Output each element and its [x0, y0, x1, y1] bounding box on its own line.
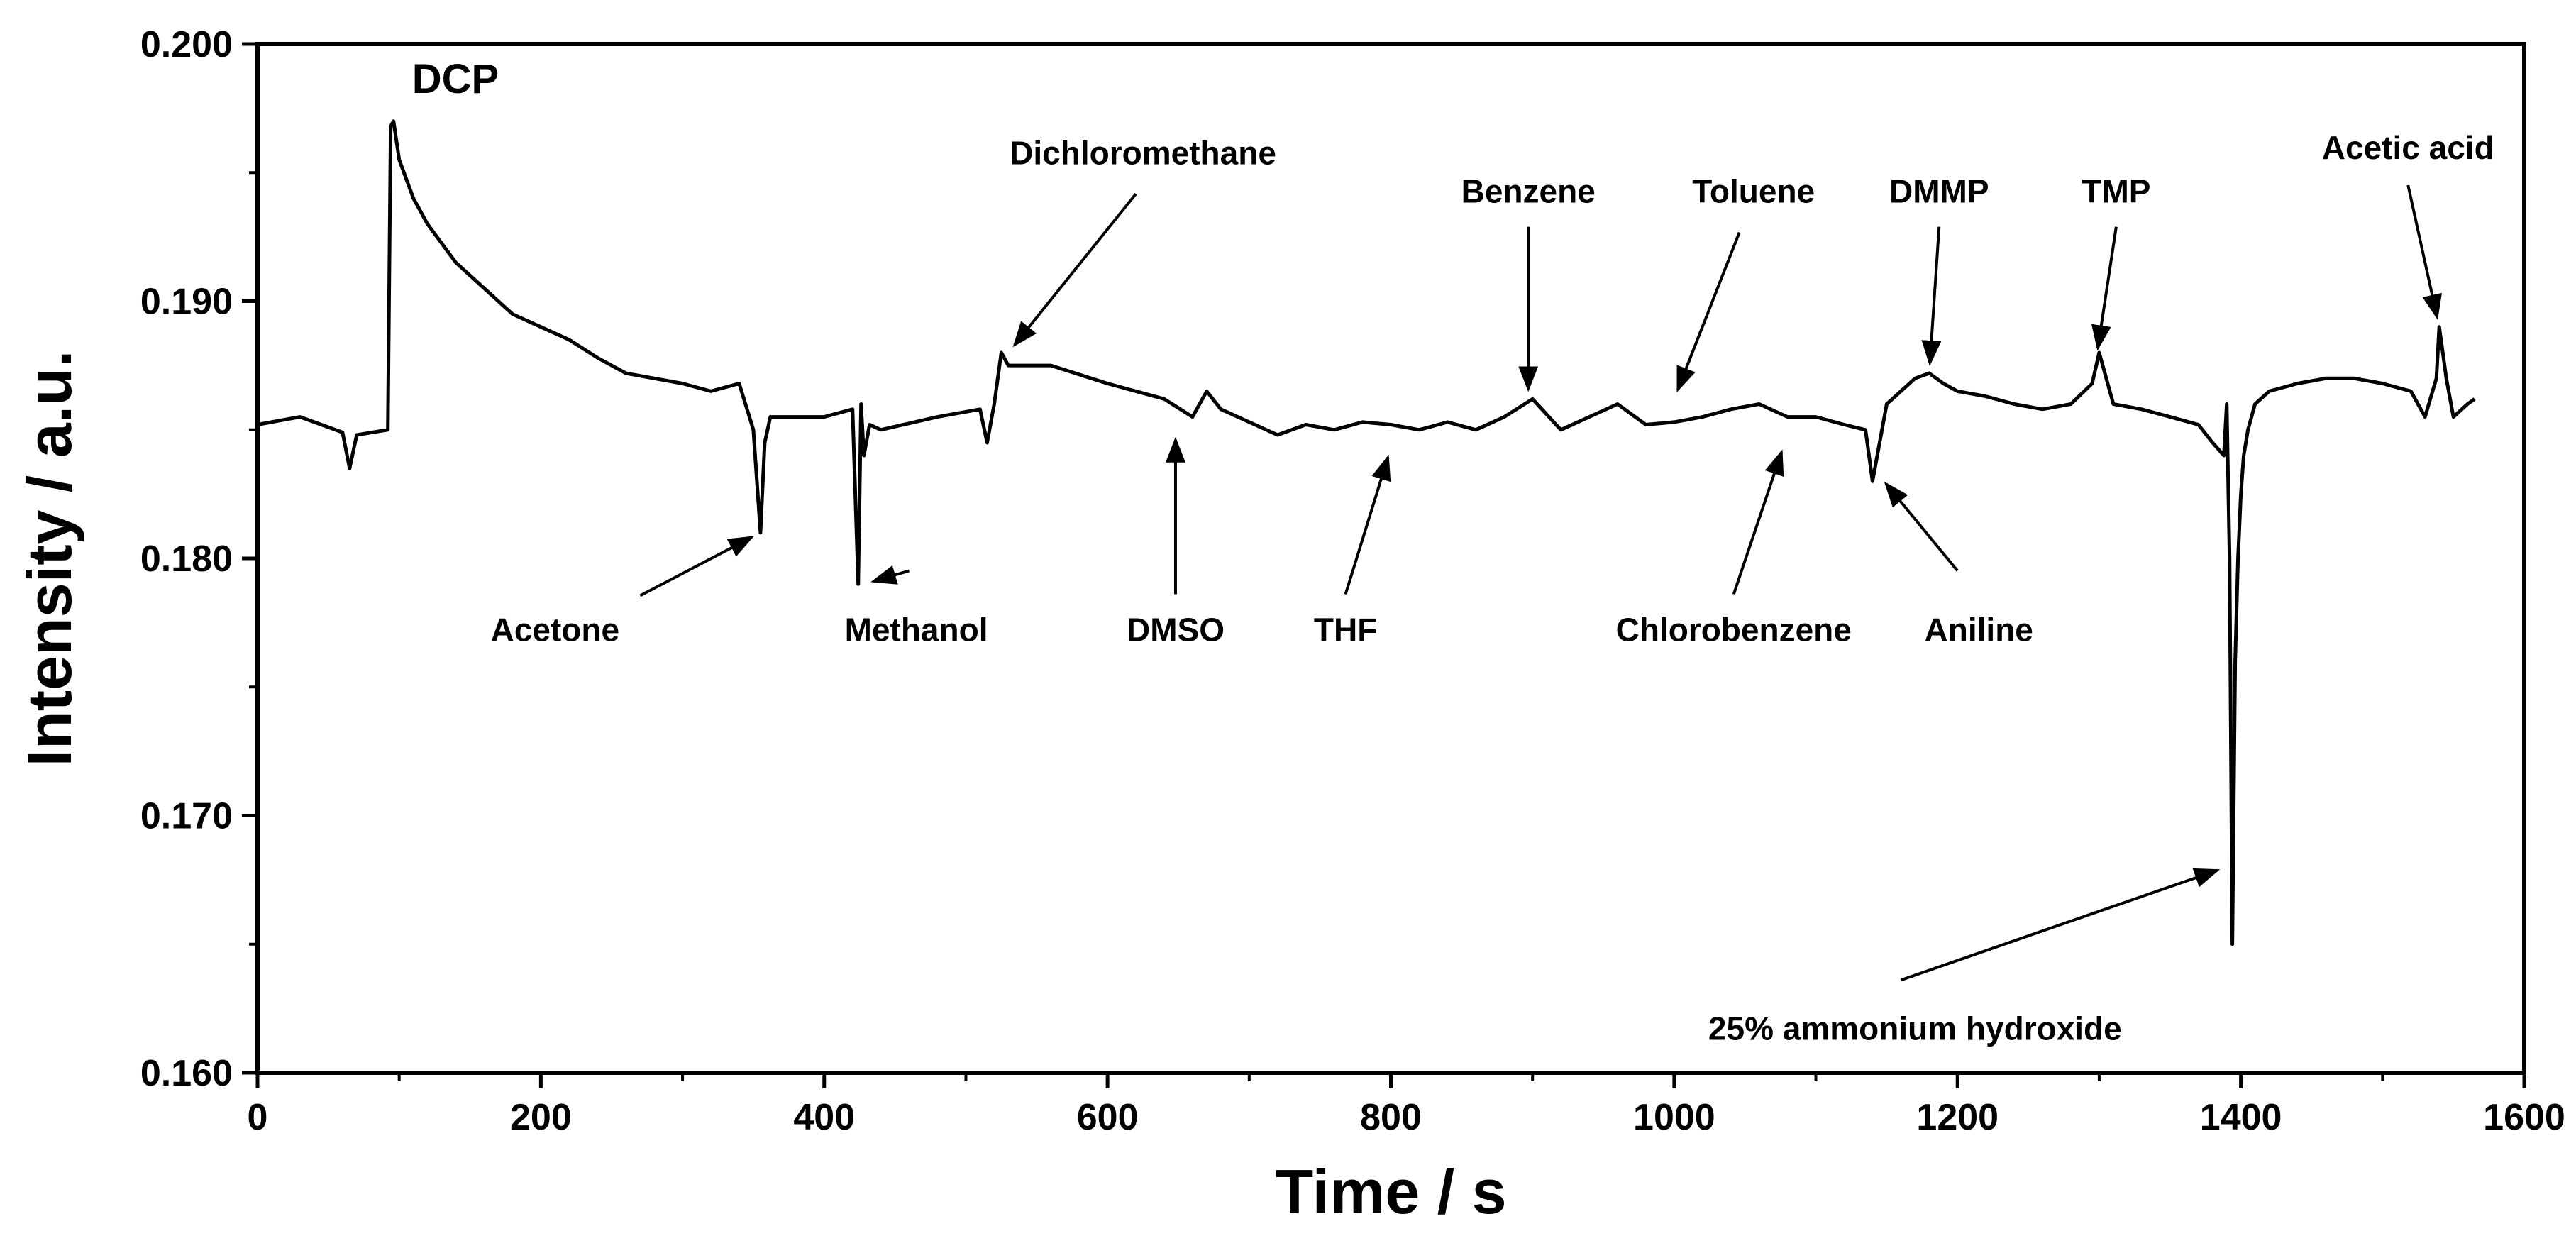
annotation-arrow: [870, 565, 910, 585]
annotation-label: 25% ammonium hydroxide: [1708, 1010, 2122, 1047]
annotation-label: TMP: [2082, 173, 2150, 210]
x-tick-label: 200: [510, 1097, 572, 1138]
annotation-arrow: [1344, 454, 1391, 595]
ticks-layer: 0 200 400 600 800 1000 1200 1400 1600 0.160 0.170 0…: [140, 24, 2565, 1138]
annotation-label: DMSO: [1127, 612, 1225, 648]
x-tick-label: 0: [248, 1097, 268, 1138]
annotation-label: THF: [1314, 612, 1377, 648]
annotation-label: Methanol: [845, 612, 988, 648]
annotation-arrow: [2091, 226, 2118, 351]
y-tick-label: 0.190: [140, 282, 233, 323]
y-tick-label: 0.180: [140, 539, 233, 580]
plot-frame: [255, 42, 2526, 1075]
x-tick-label: 1200: [1916, 1097, 1999, 1138]
annotation-label: Dichloromethane: [1010, 134, 1276, 171]
annotation-label: DMMP: [1889, 173, 1989, 210]
y-tick-label: 0.160: [140, 1053, 233, 1094]
annotation-label: Toluene: [1692, 173, 1815, 210]
annotation-label: Benzene: [1461, 173, 1596, 210]
y-tick-label: 0.200: [140, 24, 233, 65]
annotation-label: Chlorobenzene: [1616, 612, 1852, 648]
annotation-arrow: [639, 536, 755, 597]
annotation-arrow: [1884, 481, 1959, 572]
intensity-series-line: [257, 119, 2476, 946]
annotation-arrow: [1676, 231, 1741, 392]
annotation-arrow: [1900, 868, 2221, 982]
x-tick-label: 600: [1077, 1097, 1139, 1138]
x-tick-label: 1000: [1633, 1097, 1715, 1138]
annotation-label: DCP: [412, 56, 499, 102]
y-axis-title: Intensity / a.u.: [14, 350, 84, 767]
annotation-arrow: [1732, 449, 1784, 595]
annotation-arrow: [2406, 184, 2442, 320]
annotation-label: Aniline: [1925, 612, 2033, 648]
annotation-label: Acetic acid: [2322, 129, 2494, 166]
x-tick-label: 1400: [2200, 1097, 2282, 1138]
annotation-arrow: [1012, 192, 1137, 348]
x-tick-label: 800: [1360, 1097, 1422, 1138]
y-tick-label: 0.170: [140, 796, 233, 837]
annotations-layer: DCP Acetone Methanol Dichloromethane DMSO THF…: [412, 56, 2494, 1047]
annotation-label: Acetone: [491, 612, 619, 648]
x-axis-title: Time / s: [1275, 1157, 1506, 1227]
x-tick-label: 400: [793, 1097, 855, 1138]
annotation-arrow: [1921, 226, 1942, 367]
x-tick-label: 1600: [2483, 1097, 2565, 1138]
